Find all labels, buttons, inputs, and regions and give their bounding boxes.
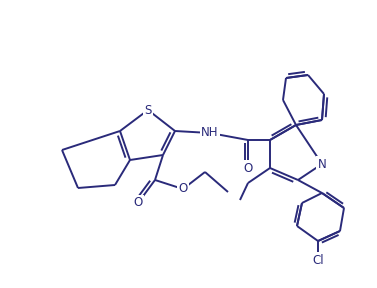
Text: O: O [178, 183, 188, 196]
Text: O: O [244, 162, 253, 175]
Text: N: N [318, 158, 326, 170]
Text: S: S [144, 103, 152, 117]
Text: Cl: Cl [312, 253, 324, 266]
Text: NH: NH [201, 126, 219, 139]
Text: O: O [133, 196, 143, 209]
